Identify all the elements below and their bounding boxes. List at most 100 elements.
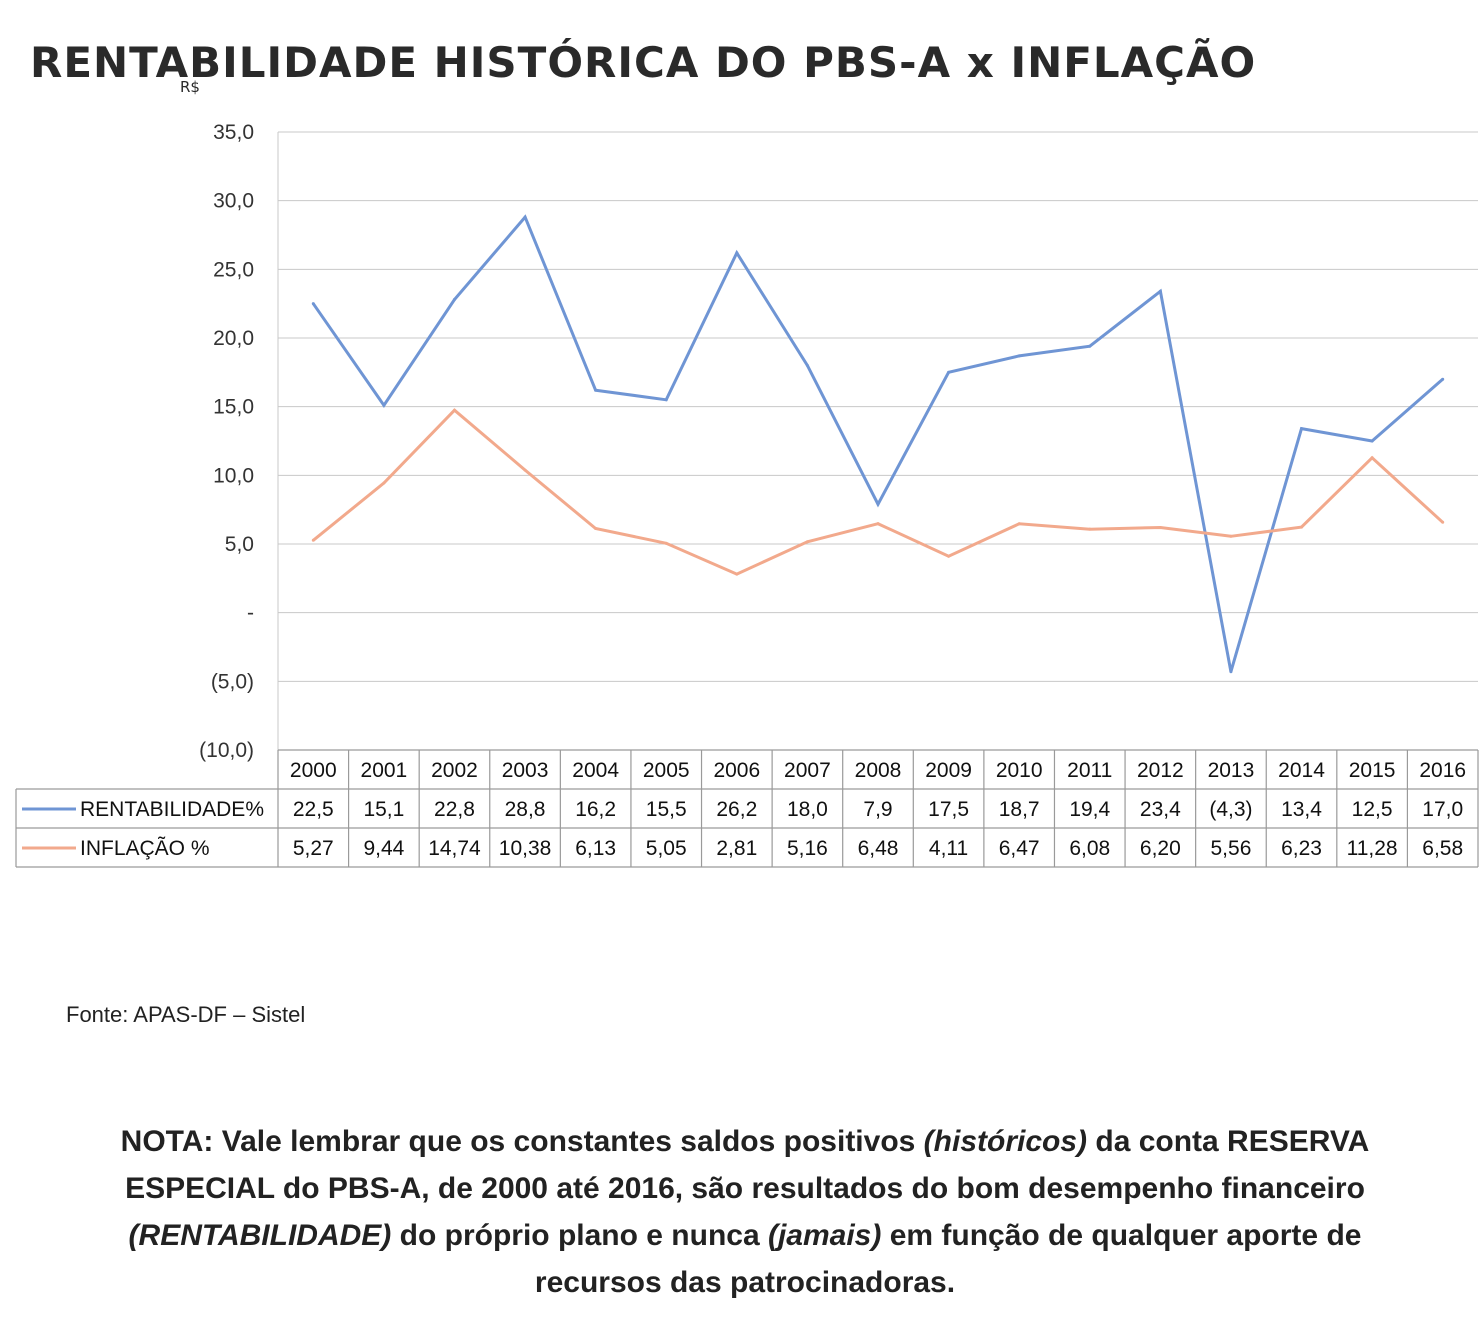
x-category-label: 2007 (784, 759, 831, 782)
data-point (1158, 289, 1162, 293)
data-point (594, 526, 598, 530)
data-point (594, 388, 598, 392)
table-cell: 22,5 (293, 798, 334, 821)
data-point (1370, 456, 1374, 460)
note-text-1: NOTA: Vale lembrar que os constantes sal… (120, 1125, 924, 1158)
chart-title-text: RENTABILIDADE HISTÓRICA DO PBS-A x INFLA… (30, 38, 1257, 87)
data-point (382, 403, 386, 407)
table-cell: 11,28 (1347, 837, 1398, 860)
y-tick-label: 35,0 (213, 121, 254, 144)
legend-label: RENTABILIDADE% (80, 798, 264, 821)
y-tick-label: 10,0 (213, 464, 254, 487)
y-tick-label: (5,0) (211, 670, 254, 693)
y-tick-label: 15,0 (213, 396, 254, 419)
table-cell: 22,8 (434, 798, 475, 821)
data-point (1300, 525, 1304, 529)
note-emphasis-1: (históricos) (923, 1125, 1088, 1158)
data-point (452, 298, 456, 302)
table-cell: 19,4 (1069, 798, 1110, 821)
table-cell: 23,4 (1140, 798, 1181, 821)
y-tick-label: (10,0) (199, 739, 254, 762)
data-point (1017, 522, 1021, 526)
table-cell: 15,1 (363, 798, 404, 821)
table-cell: 28,8 (505, 798, 546, 821)
y-tick-label: 30,0 (213, 190, 254, 213)
y-tick-label: 25,0 (213, 258, 254, 281)
title-currency-mark: R$ (180, 78, 200, 96)
table-cell: 15,5 (646, 798, 687, 821)
data-point (1229, 534, 1233, 538)
data-point (452, 408, 456, 412)
data-point (1441, 377, 1445, 381)
data-point (735, 251, 739, 255)
note-text-4: em função de qualquer aporte de recursos… (534, 1219, 1362, 1299)
x-category-label: 2006 (713, 759, 760, 782)
data-point (805, 540, 809, 544)
data-point (1088, 344, 1092, 348)
series-line-1 (312, 214, 1444, 673)
y-tick-label: - (247, 602, 254, 625)
x-category-label: 2009 (925, 759, 972, 782)
x-category-label: 2010 (996, 759, 1043, 782)
data-point (664, 398, 668, 402)
x-category-label: 2000 (290, 759, 337, 782)
table-cell: 2,81 (716, 837, 757, 860)
table-cell: 17,5 (928, 798, 969, 821)
note-text-3: do próprio plano e nunca (391, 1219, 768, 1252)
data-point (947, 370, 951, 374)
data-point (1300, 427, 1304, 431)
x-category-label: 2013 (1208, 759, 1255, 782)
table-cell: 6,47 (999, 837, 1040, 860)
table-cell: 9,44 (363, 837, 404, 860)
table-cell: 12,5 (1352, 798, 1393, 821)
x-category-label: 2003 (502, 759, 549, 782)
note-emphasis-3: (jamais) (767, 1219, 882, 1252)
x-category-label: 2008 (855, 759, 902, 782)
chart-title: RENTABILIDADE HISTÓRICA DO PBS-A x INFLA… (30, 38, 1450, 96)
x-category-label: 2014 (1278, 759, 1325, 782)
table-cell: 16,2 (575, 798, 616, 821)
data-point (1441, 520, 1445, 524)
data-point (876, 502, 880, 506)
data-point (523, 468, 527, 472)
x-category-label: 2016 (1419, 759, 1466, 782)
y-tick-label: 5,0 (225, 533, 254, 556)
data-point (1229, 670, 1233, 674)
table-cell: 5,05 (646, 837, 687, 860)
data-point (1017, 354, 1021, 358)
table-cell: 5,27 (293, 837, 334, 860)
x-category-label: 2002 (431, 759, 478, 782)
table-cell: 6,58 (1422, 837, 1463, 860)
table-cell: 18,0 (787, 798, 828, 821)
data-point (947, 554, 951, 558)
data-point (311, 538, 315, 542)
table-cell: 6,08 (1069, 837, 1110, 860)
data-point (664, 541, 668, 545)
table-cell: 5,16 (787, 837, 828, 860)
y-tick-label: 20,0 (213, 327, 254, 350)
data-point (523, 215, 527, 219)
x-category-label: 2001 (361, 759, 408, 782)
data-point (876, 522, 880, 526)
table-cell: 6,13 (575, 837, 616, 860)
x-category-label: 2012 (1137, 759, 1184, 782)
table-cell: 7,9 (863, 798, 892, 821)
data-point (1088, 527, 1092, 531)
table-cell: 6,20 (1140, 837, 1181, 860)
table-cell: 18,7 (999, 798, 1040, 821)
table-cell: 26,2 (716, 798, 757, 821)
data-point (382, 481, 386, 485)
x-category-label: 2015 (1349, 759, 1396, 782)
x-category-label: 2004 (572, 759, 619, 782)
legend-label: INFLAÇÃO % (80, 836, 210, 860)
table-cell: 13,4 (1281, 798, 1322, 821)
data-point (735, 572, 739, 576)
source-note: Fonte: APAS-DF – Sistel (66, 1002, 306, 1027)
chart-area: 35,0 30,0 25,0 20,0 15,0 10,0 5,0 - (5,0) (10,0) 2… (15, 121, 1479, 868)
data-point (311, 302, 315, 306)
series-line-2 (312, 408, 1444, 576)
table-cell: 5,56 (1211, 837, 1252, 860)
note-emphasis-2: (RENTABILIDADE) (128, 1219, 392, 1252)
table-cell: 10,38 (499, 837, 552, 860)
note-text-2: da conta RESERVA ESPECIAL do PBS-A, de 2… (125, 1125, 1370, 1205)
